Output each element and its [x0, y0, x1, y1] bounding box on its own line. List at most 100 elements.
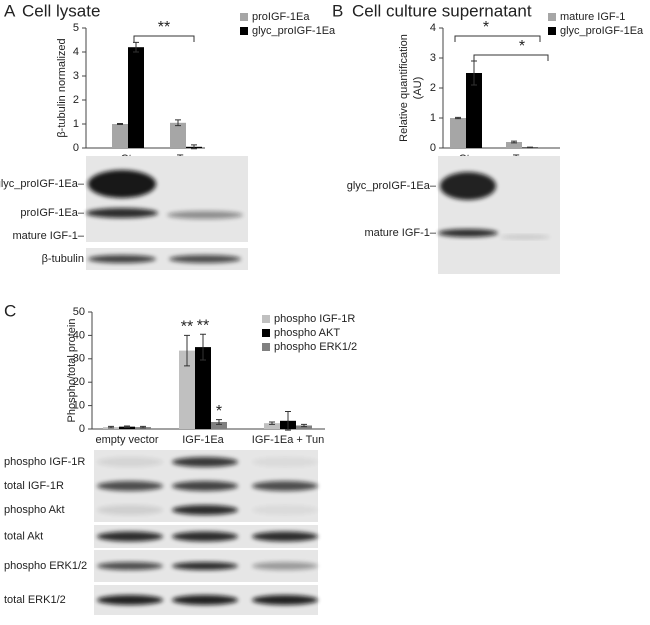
bar: [170, 122, 186, 148]
error-bar: [527, 146, 533, 149]
y-tick-label: 0: [73, 142, 79, 154]
error-bar: [216, 419, 222, 425]
blot-label: proIGF-1Ea–: [20, 207, 84, 219]
blot-band: [172, 505, 238, 515]
significance-label: **: [197, 317, 209, 334]
y-tick-label: 2: [73, 94, 79, 106]
bar: [296, 425, 312, 429]
blot-band: [97, 531, 163, 542]
legend-label: phospho AKT: [274, 327, 340, 339]
bar: [195, 347, 211, 429]
panel-letter: B: [332, 1, 343, 20]
error-bar: [301, 423, 307, 428]
blot-band: [88, 255, 156, 263]
error-bar: [133, 41, 139, 53]
significance-bracket: [454, 35, 541, 42]
y-tick-label: 2: [430, 82, 436, 94]
blot-band: [167, 211, 243, 219]
blot-label: phospho IGF-1R: [4, 456, 85, 468]
blot-background: [86, 248, 248, 270]
blot-label: total Akt: [4, 530, 43, 542]
y-tick-label: 20: [73, 376, 85, 388]
error-bar: [184, 334, 190, 367]
blot-band: [252, 562, 318, 570]
y-axis-label: (AU): [412, 77, 424, 100]
significance-label: *: [483, 19, 489, 36]
y-tick-label: 0: [430, 142, 436, 154]
legend-label: glyc_proIGF-1Ea: [252, 25, 336, 37]
y-tick-label: 5: [73, 22, 79, 34]
legend-swatch: [548, 27, 556, 35]
legend-swatch: [548, 13, 556, 21]
blot-label: glyc_proIGF-1Ea–: [347, 180, 437, 192]
blot-band: [172, 481, 238, 491]
legend-swatch: [240, 13, 248, 21]
bar: [211, 421, 227, 429]
error-bar: [191, 144, 197, 150]
y-tick-label: 50: [73, 306, 85, 318]
bar: [466, 73, 482, 148]
y-tick-label: 1: [73, 118, 79, 130]
legend-label: phospho IGF-1R: [274, 313, 355, 325]
legend-swatch: [262, 315, 270, 323]
y-tick-label: 10: [73, 400, 85, 412]
significance-bracket: [133, 35, 195, 42]
panel-letter: C: [4, 301, 16, 320]
blot-band: [172, 595, 238, 605]
error-bar: [269, 421, 275, 425]
error-bar: [124, 425, 130, 428]
blot-label: β-tubulin: [42, 253, 84, 265]
blot-label: phospho Akt: [4, 504, 65, 516]
blot-band: [172, 457, 238, 467]
y-tick-label: 3: [430, 52, 436, 64]
blot-band: [252, 531, 318, 542]
legend-swatch: [262, 343, 270, 351]
blot-label: phospho ERK1/2: [4, 560, 87, 572]
y-tick-label: 0: [79, 423, 85, 435]
bar: [179, 350, 195, 429]
x-tick-label: IGF-1Ea: [182, 434, 224, 446]
blot-band: [86, 208, 158, 218]
y-axis-label: Phospho/total protein: [66, 319, 78, 423]
blot-band: [97, 562, 163, 570]
blot-band: [500, 235, 550, 239]
blot-band: [252, 457, 318, 467]
x-tick-label: IGF-1Ea + Tun: [252, 434, 324, 446]
blot-band: [169, 255, 241, 263]
panel-letter: A: [4, 1, 16, 20]
blot-band: [440, 172, 496, 200]
significance-bracket: [473, 54, 549, 61]
blot-label: total ERK1/2: [4, 594, 66, 606]
blot-band: [88, 170, 156, 198]
bar: [128, 47, 144, 149]
blot-label: mature IGF-1–: [12, 230, 84, 242]
blot-band: [97, 595, 163, 605]
blot-band: [252, 481, 318, 491]
bar: [112, 124, 128, 148]
blot-label: glyc_proIGF-1Ea–: [0, 178, 85, 190]
significance-label: **: [158, 19, 170, 36]
legend-swatch: [262, 329, 270, 337]
error-bar: [140, 425, 146, 429]
significance-label: *: [519, 38, 525, 55]
blot-background: [86, 156, 248, 242]
y-tick-label: 1: [430, 112, 436, 124]
y-tick-label: 4: [430, 22, 436, 34]
legend-label: mature IGF-1: [560, 11, 625, 23]
significance-label: *: [216, 403, 222, 420]
y-tick-label: 3: [73, 70, 79, 82]
y-tick-label: 4: [73, 46, 79, 58]
bar: [506, 142, 522, 148]
error-bar: [117, 123, 123, 125]
blot-band: [97, 505, 163, 515]
bar: [450, 118, 466, 148]
blot-band: [252, 505, 318, 515]
chart-title: Cell lysate: [22, 1, 100, 20]
legend-label: phospho ERK1/2: [274, 341, 357, 353]
y-tick-label: 40: [73, 329, 85, 341]
x-tick-label: empty vector: [96, 434, 159, 446]
bar: [264, 423, 280, 429]
significance-label: **: [181, 319, 193, 336]
blot-band: [172, 562, 238, 570]
